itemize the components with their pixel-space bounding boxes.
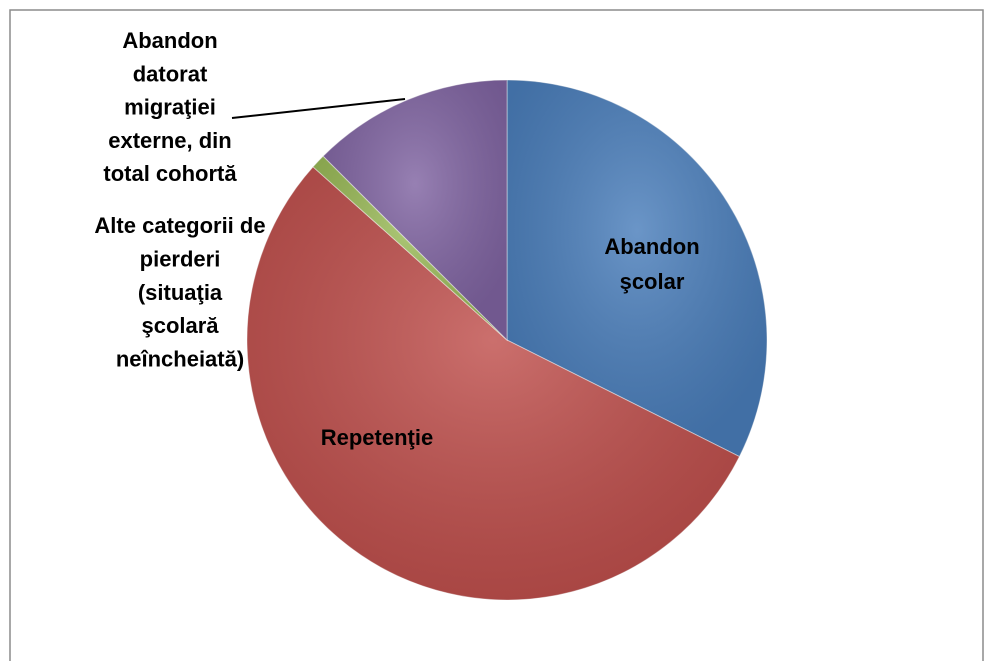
slice-label: Abandon şcolar bbox=[604, 234, 699, 294]
slice-label: Abandon datorat migraţiei externe, din total… bbox=[103, 28, 237, 186]
slice-shade bbox=[323, 80, 507, 340]
chart-frame bbox=[9, 9, 984, 661]
slice-shade bbox=[313, 156, 507, 340]
slice-label: Repetenţie bbox=[321, 425, 433, 450]
pie bbox=[246, 79, 768, 601]
slice-label: Alte categorii de pierderi (situaţia şcolar… bbox=[94, 213, 265, 372]
slice-shade bbox=[507, 80, 768, 457]
slice-shade bbox=[246, 166, 740, 601]
leader-line bbox=[231, 98, 406, 119]
